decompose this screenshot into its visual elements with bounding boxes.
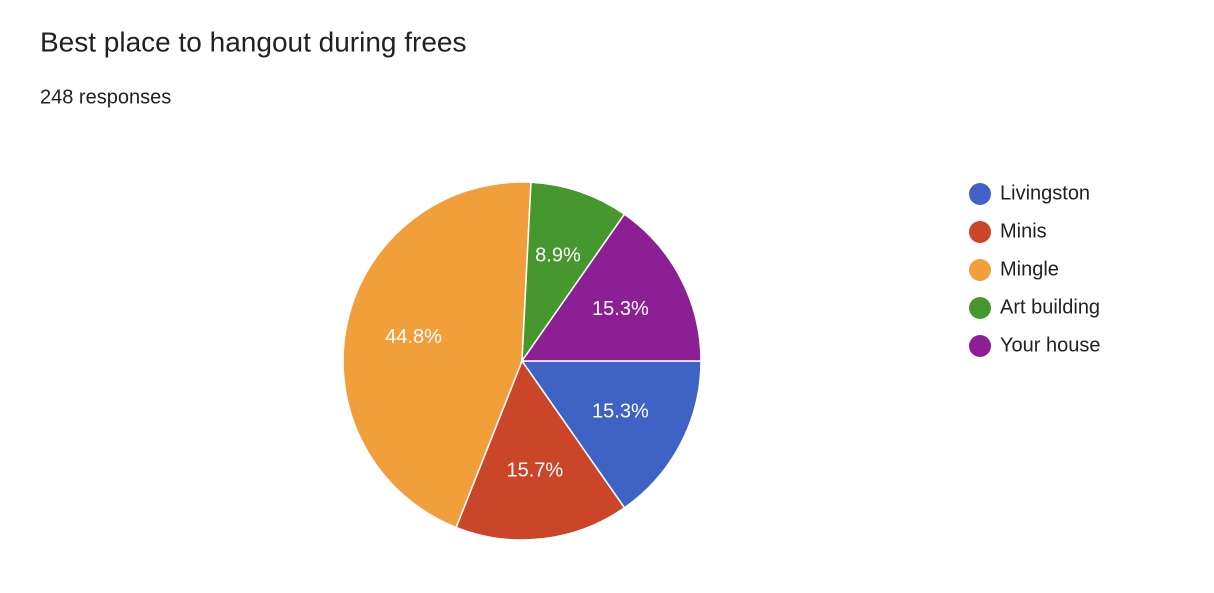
legend-swatch bbox=[969, 297, 991, 319]
legend-swatch bbox=[969, 259, 991, 281]
pie-slice bbox=[520, 213, 702, 362]
slice-label: 15.3% bbox=[592, 401, 649, 423]
slice-label: 44.8% bbox=[385, 326, 442, 348]
slice-label: 15.3% bbox=[592, 298, 649, 320]
legend-label: Mingle bbox=[1000, 258, 1059, 280]
legend-label: Minis bbox=[1000, 220, 1047, 242]
legend-label: Livingston bbox=[1000, 182, 1090, 204]
slice-label: 15.7% bbox=[507, 460, 564, 482]
legend-swatch bbox=[969, 335, 991, 357]
legend-swatch bbox=[969, 221, 991, 243]
legend-label: Your house bbox=[1000, 334, 1100, 356]
pie-slice bbox=[520, 360, 702, 509]
pie-slice bbox=[521, 181, 626, 364]
legend-label: Art building bbox=[1000, 296, 1100, 318]
pie-slice bbox=[455, 359, 626, 541]
slice-label: 8.9% bbox=[535, 244, 581, 266]
pie-slice bbox=[342, 181, 532, 529]
legend-swatch bbox=[969, 183, 991, 205]
chart-subtitle: 248 responses bbox=[40, 86, 171, 108]
chart-title: Best place to hangout during frees bbox=[40, 26, 467, 57]
